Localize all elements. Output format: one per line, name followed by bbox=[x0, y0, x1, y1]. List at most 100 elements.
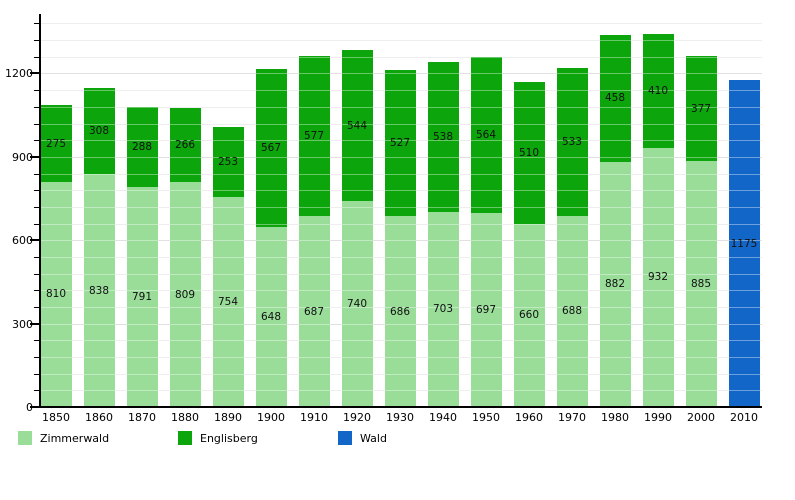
bar-value-label: 458 bbox=[604, 92, 626, 105]
y-axis-minor-tick bbox=[34, 207, 39, 208]
x-axis-tick-label: 1930 bbox=[386, 411, 414, 424]
y-axis-tick-label: 0 bbox=[26, 401, 33, 414]
x-axis-tick-label: 1870 bbox=[128, 411, 156, 424]
bar-englisberg-1970 bbox=[556, 67, 588, 216]
y-axis-major-tick bbox=[30, 156, 39, 158]
gridline-overlay bbox=[41, 224, 762, 225]
x-axis-tick-label: 1920 bbox=[343, 411, 371, 424]
y-axis-minor-tick bbox=[34, 124, 39, 125]
gridline-minor bbox=[41, 57, 762, 58]
bar-value-label: 740 bbox=[346, 298, 368, 311]
bar-englisberg-1960 bbox=[513, 81, 545, 224]
bar-value-label: 809 bbox=[174, 288, 196, 301]
legend-swatch-wald bbox=[338, 431, 352, 445]
bar-value-label: 538 bbox=[432, 130, 454, 143]
bar-value-label: 410 bbox=[647, 84, 669, 97]
bar-zimmerwald-1980 bbox=[599, 161, 631, 407]
bar-value-label: 275 bbox=[45, 137, 67, 150]
bar-zimmerwald-1910 bbox=[298, 216, 330, 407]
gridline-overlay bbox=[41, 207, 762, 208]
y-axis-major-tick bbox=[30, 406, 39, 408]
bar-value-label: 754 bbox=[217, 296, 239, 309]
bar-zimmerwald-1950 bbox=[470, 213, 502, 407]
gridline-overlay bbox=[41, 73, 762, 74]
bar-value-label: 648 bbox=[260, 310, 282, 323]
gridline-overlay bbox=[41, 324, 762, 325]
gridline-overlay bbox=[41, 23, 762, 24]
bar-englisberg-1940 bbox=[427, 62, 459, 212]
bar-englisberg-1860 bbox=[83, 88, 115, 175]
gridline-minor bbox=[41, 23, 762, 24]
x-axis-tick-label: 2010 bbox=[730, 411, 758, 424]
y-axis-minor-tick bbox=[34, 190, 39, 191]
y-axis-minor-tick bbox=[34, 274, 39, 275]
bar-zimmerwald-1880 bbox=[169, 182, 201, 407]
x-axis-tick-label: 1890 bbox=[214, 411, 242, 424]
gridline-overlay bbox=[41, 190, 762, 191]
y-axis-tick-label: 900 bbox=[12, 151, 33, 164]
gridline-overlay bbox=[41, 257, 762, 258]
bar-englisberg-1920 bbox=[341, 50, 373, 202]
y-axis-line bbox=[39, 14, 41, 408]
bar-value-label: 791 bbox=[131, 291, 153, 304]
bar-englisberg-1990 bbox=[642, 34, 674, 148]
bar-englisberg-1980 bbox=[599, 34, 631, 162]
bar-value-label: 882 bbox=[604, 278, 626, 291]
bar-value-label: 544 bbox=[346, 119, 368, 132]
bar-value-label: 810 bbox=[45, 288, 67, 301]
x-axis-tick-label: 1960 bbox=[515, 411, 543, 424]
gridline-overlay bbox=[41, 390, 762, 391]
y-axis-minor-tick bbox=[34, 290, 39, 291]
bar-englisberg-1910 bbox=[298, 55, 330, 217]
bar-value-label: 577 bbox=[303, 129, 325, 142]
y-axis-major-tick bbox=[30, 72, 39, 74]
x-axis-tick-label: 1940 bbox=[429, 411, 457, 424]
bar-zimmerwald-1990 bbox=[642, 147, 674, 407]
bar-value-label: 932 bbox=[647, 271, 669, 284]
gridline-overlay bbox=[41, 140, 762, 141]
bar-zimmerwald-1940 bbox=[427, 211, 459, 407]
gridline-overlay bbox=[41, 124, 762, 125]
bar-zimmerwald-2000 bbox=[685, 161, 717, 407]
bar-value-label: 686 bbox=[389, 305, 411, 318]
y-axis-minor-tick bbox=[34, 57, 39, 58]
bar-value-label: 288 bbox=[131, 141, 153, 154]
y-axis-minor-tick bbox=[34, 357, 39, 358]
gridline-overlay bbox=[41, 90, 762, 91]
bar-value-label: 688 bbox=[561, 305, 583, 318]
gridline-minor bbox=[41, 40, 762, 41]
bar-value-label: 377 bbox=[690, 102, 712, 115]
legend-swatch-englisberg bbox=[178, 431, 192, 445]
bar-zimmerwald-1890 bbox=[212, 197, 244, 407]
y-axis-minor-tick bbox=[34, 140, 39, 141]
bar-value-label: 253 bbox=[217, 156, 239, 169]
x-axis-tick-label: 1900 bbox=[257, 411, 285, 424]
bar-zimmerwald-1930 bbox=[384, 216, 416, 407]
gridline-overlay bbox=[41, 174, 762, 175]
gridline-overlay bbox=[41, 107, 762, 108]
gridline-overlay bbox=[41, 307, 762, 308]
bar-value-label: 308 bbox=[88, 125, 110, 138]
bar-englisberg-1950 bbox=[470, 56, 502, 214]
bar-value-label: 533 bbox=[561, 135, 583, 148]
gridline-overlay bbox=[41, 340, 762, 341]
bar-value-label: 266 bbox=[174, 139, 196, 152]
bar-value-label: 697 bbox=[475, 304, 497, 317]
x-axis-tick-label: 1990 bbox=[644, 411, 672, 424]
bar-englisberg-1880 bbox=[169, 108, 201, 183]
legend-swatch-zimmerwald bbox=[18, 431, 32, 445]
x-axis-tick-label: 1980 bbox=[601, 411, 629, 424]
bar-value-label: 564 bbox=[475, 128, 497, 141]
legend-label: Wald bbox=[360, 431, 387, 445]
bar-englisberg-1930 bbox=[384, 69, 416, 217]
y-axis-major-tick bbox=[30, 239, 39, 241]
bar-value-label: 660 bbox=[518, 309, 540, 322]
bar-zimmerwald-1870 bbox=[126, 187, 158, 407]
gridline-overlay bbox=[41, 357, 762, 358]
bar-value-label: 703 bbox=[432, 303, 454, 316]
gridline-overlay bbox=[41, 57, 762, 58]
bar-englisberg-2000 bbox=[685, 56, 717, 162]
bar-value-label: 567 bbox=[260, 142, 282, 155]
